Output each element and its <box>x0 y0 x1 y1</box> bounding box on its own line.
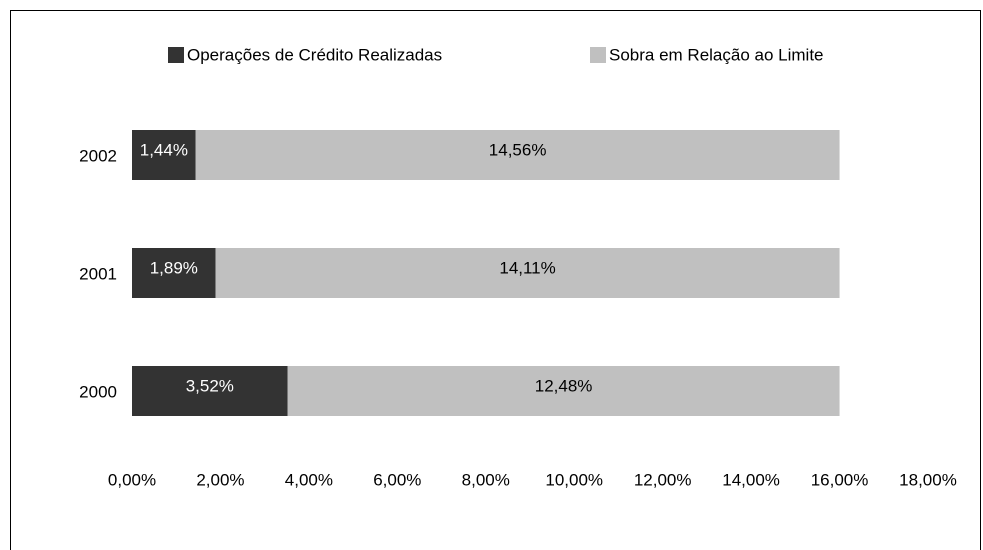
y-tick-label: 2001 <box>79 264 117 283</box>
bar-segment <box>287 366 840 416</box>
x-tick-label: 2,00% <box>196 470 244 489</box>
y-tick-label: 2000 <box>79 382 117 401</box>
data-label: 3,52% <box>186 376 234 395</box>
x-tick-label: 18,00% <box>899 470 957 489</box>
data-label: 1,89% <box>150 258 198 277</box>
x-tick-label: 8,00% <box>462 470 510 489</box>
legend-swatch <box>168 47 184 63</box>
data-label: 14,11% <box>499 258 555 277</box>
y-tick-label: 2002 <box>79 146 117 165</box>
x-tick-label: 14,00% <box>722 470 780 489</box>
legend-label: Operações de Crédito Realizadas <box>187 45 442 64</box>
chart-frame <box>10 10 981 550</box>
x-tick-label: 16,00% <box>811 470 869 489</box>
data-label: 14,56% <box>489 140 547 159</box>
x-tick-label: 0,00% <box>108 470 156 489</box>
x-tick-label: 4,00% <box>285 470 333 489</box>
x-tick-label: 10,00% <box>545 470 603 489</box>
bar-segment <box>132 366 288 416</box>
data-label: 1,44% <box>140 140 188 159</box>
data-label: 12,48% <box>535 376 593 395</box>
bar-segment <box>132 130 196 180</box>
legend-label: Sobra em Relação ao Limite <box>609 45 824 64</box>
bar-segment <box>195 130 840 180</box>
bar-segment <box>132 248 216 298</box>
x-tick-label: 12,00% <box>634 470 692 489</box>
x-tick-label: 6,00% <box>373 470 421 489</box>
legend-swatch <box>590 47 606 63</box>
bar-segment <box>215 248 840 298</box>
